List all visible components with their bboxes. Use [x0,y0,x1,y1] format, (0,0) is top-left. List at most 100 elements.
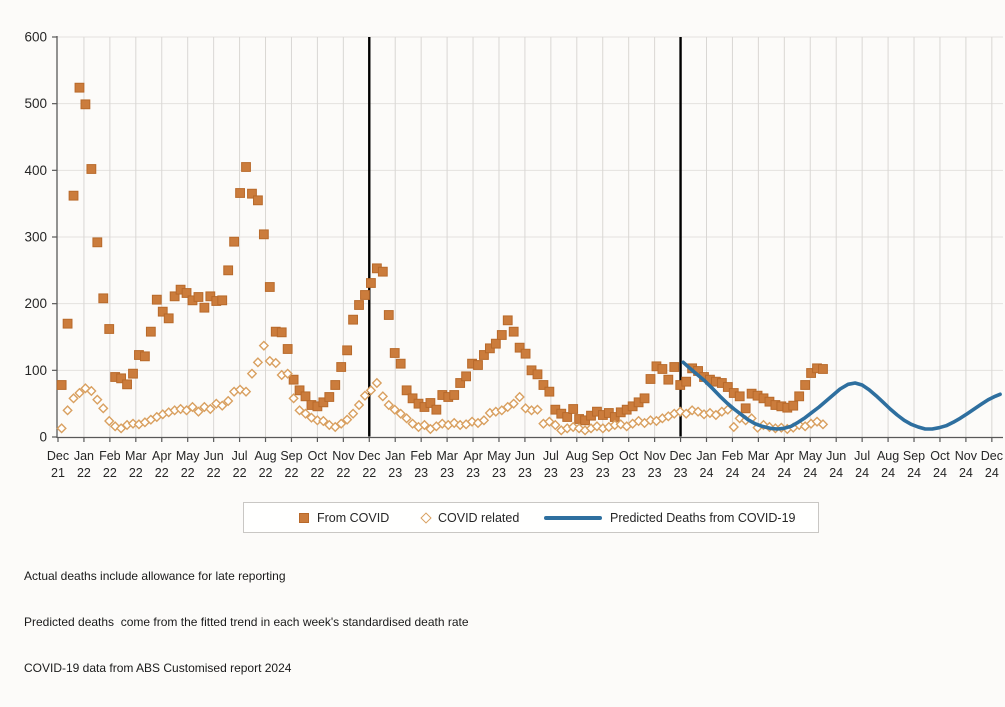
covid-related-marker [532,404,543,415]
from-covid-marker [74,82,85,93]
from-covid-marker [383,310,394,320]
x-axis-month-label: May [176,449,200,463]
x-axis-year-label: 22 [103,466,117,480]
x-axis-year-label: 23 [570,466,584,480]
from-covid-marker [722,382,733,392]
covid-related-marker [514,391,525,403]
y-axis-tick-label: 0 [39,430,47,445]
from-covid-marker [794,391,805,402]
y-axis-tick-label: 500 [24,96,47,111]
from-covid-marker [169,291,180,302]
covid-related-marker [371,377,383,389]
covid-related-marker [222,395,234,407]
x-axis-year-label: 23 [440,466,454,480]
y-axis-labels: 0 100 200 300 400 500 600 [24,30,47,445]
covid-related-marker [407,418,418,429]
from-covid-marker [258,229,269,240]
x-axis-year-label: 22 [259,466,273,480]
from-covid-marker [104,324,115,334]
from-covid-marker [140,351,150,362]
from-covid-marker [800,380,811,390]
from-covid-marker [788,400,799,411]
covid-related-marker [92,394,103,405]
from-covid-marker [377,266,388,277]
x-axis-month-label: Sep [592,449,614,463]
covid-related-marker [377,391,389,402]
covid-related-marker [68,393,79,404]
from-covid-marker [818,364,828,374]
from-covid-marker [157,306,168,317]
from-covid-marker [241,162,251,172]
from-covid-marker [568,404,579,414]
covid-related-marker [341,414,353,425]
covid-related-marker [550,419,561,431]
x-axis-year-label: 21 [51,466,65,480]
x-axis-month-label: Jul [232,449,248,463]
legend-label-covid-related: COVID related [438,510,520,525]
x-axis-month-label: Aug [877,449,899,463]
from-covid-marker [336,362,347,372]
from-covid-marker [151,294,162,305]
from-covid-marker [276,327,287,338]
covid-related-marker [395,408,406,419]
from-covid-marker [288,374,299,385]
covid-related-marker [692,406,704,417]
covid-related-marker [401,413,412,424]
covid-related-marker [252,357,264,368]
from-covid-marker [490,338,501,349]
from-covid-marker [461,371,471,382]
x-axis-year-label: 23 [518,466,532,480]
from-covid-marker [366,278,376,288]
x-axis-year-label: 24 [803,466,817,480]
legend-item-covid-related: COVID related [420,503,520,532]
covid-related-marker [817,419,829,430]
legend-label-from-covid: From COVID [317,510,390,525]
covid-related-marker [728,421,739,433]
from-covid-marker [538,380,549,390]
from-covid-marker [92,237,103,248]
predicted-deaths-line [681,360,1002,431]
covid-related-marker [811,416,823,427]
x-axis-month-label: Dec [669,449,691,463]
covid-related-marker [86,385,97,397]
from-covid-marker [562,412,573,422]
covid-related-marker [645,415,656,426]
x-axis-month-label: Jun [204,449,224,463]
from-covid-marker [502,315,513,326]
x-axis-month-label: Feb [722,449,744,463]
x-axis-year-label: 24 [907,466,921,480]
covid-related-marker [389,404,400,415]
x-axis-month-label: Sep [280,449,302,463]
from-covid-marker [342,345,353,356]
covid-related-marker [258,340,270,351]
open-diamond-marker-icon [420,511,432,524]
x-axis-year-label: 24 [725,466,739,480]
from-covid-marker [56,380,67,390]
covid-related-marker [633,415,644,427]
from-covid-marker [62,318,73,329]
x-axis-year-label: 22 [155,466,169,480]
covid-related-marker [675,406,686,417]
x-axis-year-label: 22 [129,466,143,480]
from-covid-marker [128,368,138,379]
x-axis-month-label: Jun [826,449,846,463]
x-axis-labels: Dec 21 Jan 22 Feb 22 Mar 22 Apr 22 May 22 Jun 22 Jul 22… [47,449,1003,480]
covid-related-marker [74,387,85,399]
from-covid-marker [294,385,305,396]
covid-related-marker [282,368,293,379]
from-covid-marker [86,164,97,174]
x-axis-month-label: Mar [748,449,770,463]
x-axis-month-label: Dec [47,449,69,463]
from-covid-marker [163,313,174,324]
from-covid-marker [734,391,745,402]
covid-related-marker [211,398,222,409]
from-covid-marker [229,236,240,247]
x-axis-month-label: Apr [463,449,482,463]
x-axis-year-label: 22 [233,466,247,480]
from-covid-marker [193,292,204,302]
from-covid-points [56,82,828,426]
from-covid-marker [389,348,400,358]
from-covid-marker [181,288,192,298]
legend-item-predicted: Predicted Deaths from COVID-19 [544,503,796,532]
covid-related-marker [217,400,228,411]
